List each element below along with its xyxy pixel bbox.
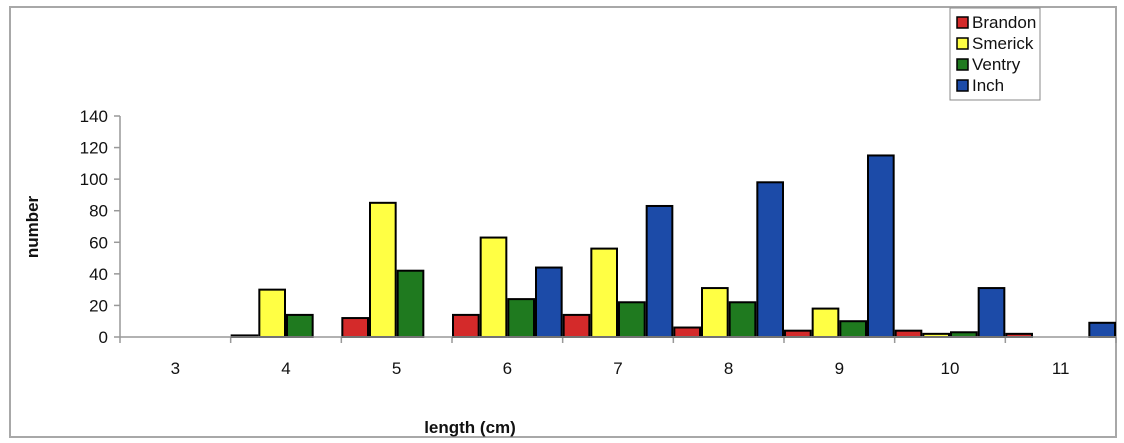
bar-brandon-6	[452, 313, 480, 338]
bar-smerick-5	[369, 201, 397, 338]
x-tick-label: 11	[1052, 359, 1070, 378]
x-tick-label: 6	[503, 359, 512, 378]
legend-swatch-smerick	[956, 37, 969, 50]
legend: Brandon Smerick Ventry Inch	[949, 7, 1041, 101]
x-tick-label: 5	[392, 359, 401, 378]
legend-label-brandon: Brandon	[972, 13, 1036, 32]
y-tick-label: 0	[99, 328, 108, 347]
x-axis-ticks: 3 4 5 6 7 8 9 10 11	[119, 337, 1117, 378]
legend-swatch-brandon	[956, 16, 969, 29]
bar-inch-10	[977, 287, 1006, 339]
bar-smerick-8	[701, 287, 729, 339]
bar-inch-9	[867, 154, 895, 338]
y-tick-label: 100	[80, 170, 108, 189]
bar-inch-7	[645, 204, 674, 338]
bar-ventry-5	[396, 269, 425, 339]
bar-ventry-7	[618, 301, 646, 338]
bar-brandon-7	[562, 313, 591, 338]
y-tick-label: 60	[89, 233, 108, 252]
bar-ventry-6	[507, 298, 536, 339]
y-tick-label: 80	[89, 202, 108, 221]
bar-inch-6	[535, 266, 563, 338]
y-tick-label: 40	[89, 265, 108, 284]
y-tick-label: 120	[80, 139, 108, 158]
legend-label-smerick: Smerick	[972, 34, 1034, 53]
bar-brandon-9	[784, 329, 812, 338]
bar-smerick-4	[258, 288, 287, 338]
x-tick-label: 7	[613, 359, 622, 378]
legend-swatch-ventry	[956, 58, 969, 71]
bar-inch-8	[756, 181, 784, 338]
chart-frame	[9, 6, 1117, 438]
bar-ventry-9	[839, 320, 867, 339]
x-tick-label: 3	[171, 359, 180, 378]
bar-ventry-4	[286, 313, 314, 338]
bars	[230, 154, 1117, 339]
x-tick-label: 4	[281, 359, 290, 378]
bar-smerick-7	[590, 247, 618, 339]
x-tick-label: 9	[835, 359, 844, 378]
bar-ventry-8	[728, 301, 757, 338]
y-tick-label: 20	[89, 296, 108, 315]
y-tick-label: 140	[80, 107, 108, 126]
legend-swatch-inch	[956, 79, 969, 92]
bar-brandon-10	[894, 329, 923, 338]
x-tick-label: 8	[724, 359, 733, 378]
bar-brandon-8	[673, 326, 701, 338]
bar-smerick-9	[811, 307, 840, 339]
y-axis-ticks: 0 20 40 60 80 100 120 140	[80, 107, 120, 347]
bar-inch-11	[1088, 321, 1117, 338]
x-axis-title: length (cm)	[424, 418, 516, 437]
legend-label-ventry: Ventry	[972, 55, 1021, 74]
bar-smerick-6	[479, 236, 508, 338]
x-tick-label: 10	[941, 359, 960, 378]
bar-brandon-5	[341, 317, 370, 338]
legend-label-inch: Inch	[972, 76, 1004, 95]
y-axis-title: number	[23, 195, 42, 258]
